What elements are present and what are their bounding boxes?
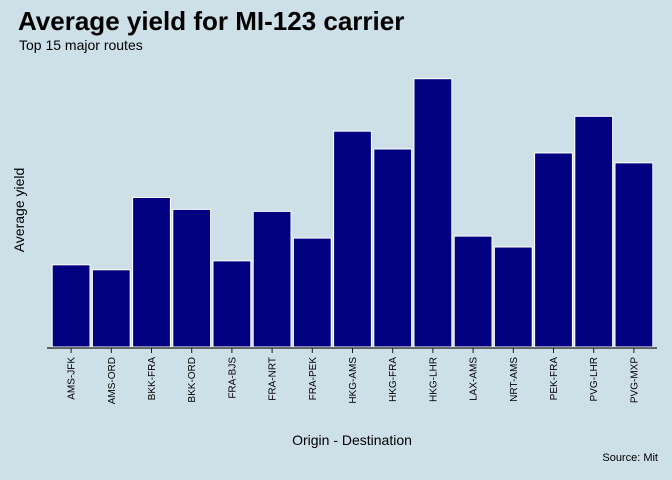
x-tick-label: AMS-JFK xyxy=(67,357,78,400)
x-tick-label: BKK-ORD xyxy=(187,357,198,403)
x-tick-label: AMS-ORD xyxy=(107,357,118,404)
bar-hkg-ams xyxy=(333,130,372,348)
bar-fra-pek xyxy=(292,237,332,348)
x-tick-label: LAX-AMS xyxy=(469,357,480,401)
chart-title: Average yield for MI-123 carrier xyxy=(18,6,404,36)
bar-fra-nrt xyxy=(252,210,292,348)
bar-bkk-fra xyxy=(132,197,171,348)
x-tick-label: FRA-BJS xyxy=(227,357,238,399)
x-tick-label: HKG-LHR xyxy=(428,357,439,402)
bar-nrt-ams xyxy=(493,246,533,348)
x-tick-label: BKK-FRA xyxy=(147,357,158,401)
bar-pvg-mxp xyxy=(614,162,654,348)
bar-hkg-lhr xyxy=(413,78,453,348)
chart-subtitle: Top 15 major routes xyxy=(19,37,143,53)
x-axis-title: Origin - Destination xyxy=(292,432,412,448)
bar-hkg-fra xyxy=(373,148,413,348)
x-tick-label: HKG-FRA xyxy=(388,357,399,402)
bar-fra-bjs xyxy=(212,260,252,348)
x-tick-label: NRT-AMS xyxy=(509,357,520,402)
x-tick-label: PVG-LHR xyxy=(589,357,600,401)
bar-pek-fra xyxy=(534,152,573,348)
bars-group xyxy=(51,78,654,348)
y-axis-title: Average yield xyxy=(11,168,27,253)
bar-ams-ord xyxy=(91,269,131,348)
chart-caption: Source: Mit xyxy=(602,452,658,464)
bar-lax-ams xyxy=(453,235,493,348)
x-tick-label: FRA-PEK xyxy=(308,357,319,401)
x-tick-label: HKG-AMS xyxy=(348,357,359,404)
x-ticks-group: AMS-JFK AMS-ORD BKK-FRA BKK-ORD FRA-BJS FRA-N… xyxy=(67,348,640,404)
x-tick-label: PEK-FRA xyxy=(549,357,560,401)
bar-ams-jfk xyxy=(51,264,91,348)
bar-bkk-ord xyxy=(172,208,212,348)
x-tick-label: FRA-NRT xyxy=(268,357,279,401)
bar-pvg-lhr xyxy=(574,115,614,348)
x-tick-label: PVG-MXP xyxy=(629,357,640,403)
